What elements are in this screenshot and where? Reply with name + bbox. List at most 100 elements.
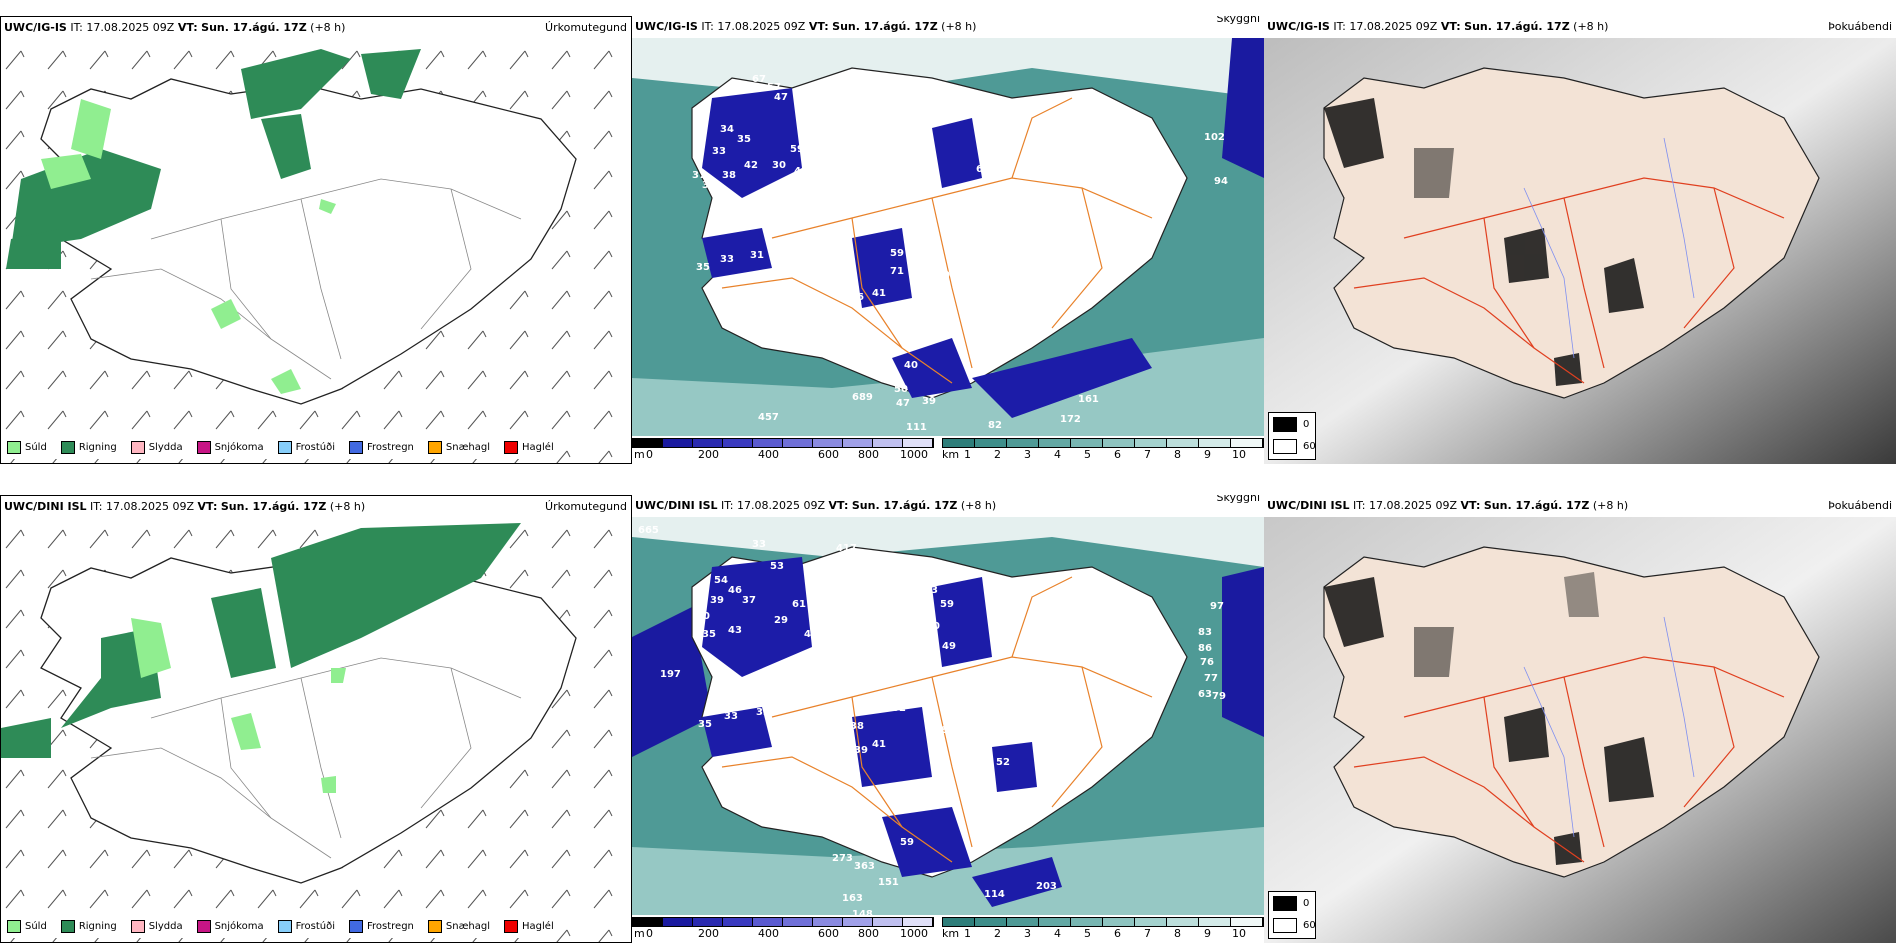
visibility-map: 67 57 47 34 35 33 59 42 30 40 37 38 38 5… [632,38,1264,464]
visibility-colorbar [942,438,1264,448]
visibility-label: 38 [934,725,948,736]
visibility-label: 77 [1204,673,1218,684]
legend-item: Slydda [130,919,183,933]
visibility-panel-top: UWC/IG-IS IT: 17.08.2025 09Z VT: Sun. 17… [632,16,1264,464]
legend-swatch [277,440,292,454]
visibility-label: 35 [698,719,712,730]
visibility-unit: km [942,927,960,940]
legend-swatch [277,919,292,933]
legend-item: Snæhagl [427,440,490,454]
legend-swatch [130,919,145,933]
visibility-label: 36 [850,292,864,303]
product-title: Úrkomutegund [545,21,627,34]
visibility-label: 78 [962,761,976,772]
fog-index-panel-top: UWC/IG-IS IT: 17.08.2025 09Z VT: Sun. 17… [1264,16,1896,464]
visibility-label: 203 [1036,881,1057,892]
product-title: Skyggni [1216,16,1260,25]
visibility-label: 163 [842,893,863,904]
visibility-label: 59 [900,837,914,848]
visibility-label: 41 [872,739,886,750]
visibility-label: 30 [772,160,786,171]
product-title: Úrkomutegund [545,500,627,513]
precip-map [1,518,631,942]
visibility-label: 114 [984,889,1005,900]
legend-item: Slydda [130,440,183,454]
visibility-colorbar [942,917,1264,927]
fog-areas [1324,572,1654,865]
visibility-label: 41 [872,288,886,299]
visibility-label: 46 [780,262,794,273]
visibility-label: 63 [804,717,818,728]
precip-type-panel-top: UWC/IG-IS IT: 17.08.2025 09Z VT: Sun. 17… [0,16,632,464]
product-title: Skyggni [1216,495,1260,504]
visibility-label: 35 [702,629,716,640]
visibility-panel-bottom: UWC/DINI ISL IT: 17.08.2025 09Z VT: Sun.… [632,495,1264,943]
legend-swatch [196,440,211,454]
legend-swatch [196,919,211,933]
visibility-label: 63 [1198,689,1212,700]
visibility-label: 42 [744,160,758,171]
legend-swatch [427,440,442,454]
legend-swatch [427,919,442,933]
visibility-label: 71 [890,266,904,277]
visibility-label: 39 [922,396,936,407]
panel-header: UWC/DINI ISL IT: 17.08.2025 09Z VT: Sun.… [1264,495,1896,517]
panel-header: UWC/IG-IS IT: 17.08.2025 09Z VT: Sun. 17… [632,16,1264,38]
visibility-values: 67 57 47 34 35 33 59 42 30 40 37 38 38 5… [692,74,1228,455]
visibility-label: 34 [720,124,734,135]
visibility-label: 31 [750,250,764,261]
visibility-label: 35 [696,262,710,273]
visibility-values: 665 417 33 53 54 46 39 37 40 35 43 29 61… [638,525,1226,920]
visibility-label: 29 [774,615,788,626]
visibility-label: 65 [808,649,822,660]
elevation-unit: m [634,448,645,461]
visibility-label: 46 [958,198,972,209]
drizzle-areas [131,618,346,793]
visibility-label: 40 [936,270,950,281]
visibility-label: 273 [832,853,853,864]
visibility-label: 73 [924,585,938,596]
rain-areas [1,523,521,758]
visibility-label: 32 [756,707,770,718]
visibility-label: 50 [894,384,908,395]
elevation-visibility-scale: m 0 200 400 600 800 1000 km 1 2 3 4 5 6 … [632,436,1264,464]
legend-swatch [1273,439,1297,454]
fog-legend: 0 60 [1268,412,1316,460]
visibility-label: 43 [804,629,818,640]
legend-item: Frostregn [349,440,414,454]
rivers [1523,616,1695,838]
legend-item: Rigning [60,440,117,454]
legend-swatch [7,919,21,933]
visibility-label: 43 [728,625,742,636]
legend-swatch [1273,918,1297,933]
visibility-label: 71 [912,336,926,347]
visibility-label: 58 [788,725,802,736]
visibility-label: 197 [660,669,681,680]
elevation-colorbar [632,917,934,927]
visibility-label: 33 [712,146,726,157]
visibility-label: 33 [720,254,734,265]
road-network [1353,656,1785,863]
precip-type-panel-bottom: UWC/DINI ISL IT: 17.08.2025 09Z VT: Sun.… [0,495,632,943]
visibility-label: 59 [940,599,954,610]
visibility-label: 59 [790,144,804,155]
low-visibility-areas [702,557,1062,907]
product-title: Þokuábendi [1828,20,1892,33]
visibility-label: 54 [714,575,728,586]
visibility-label: 363 [854,861,875,872]
road-network [721,576,1153,863]
elevation-visibility-scale: m 0 200 400 600 800 1000 km 1 2 3 4 5 6 … [632,915,1264,943]
visibility-label: 42 [790,210,804,221]
visibility-label: 45 [922,286,936,297]
visibility-label: 67 [752,74,766,85]
visibility-label: 457 [758,412,779,423]
visibility-label: 148 [852,909,873,920]
visibility-label: 151 [878,877,899,888]
visibility-label: 33 [724,711,738,722]
visibility-label: 47 [774,92,788,103]
visibility-label: 62 [892,703,906,714]
visibility-label: 40 [904,360,918,371]
visibility-label: 47 [896,398,910,409]
legend-item: Haglél [504,919,554,933]
visibility-label: 35 [737,134,751,145]
